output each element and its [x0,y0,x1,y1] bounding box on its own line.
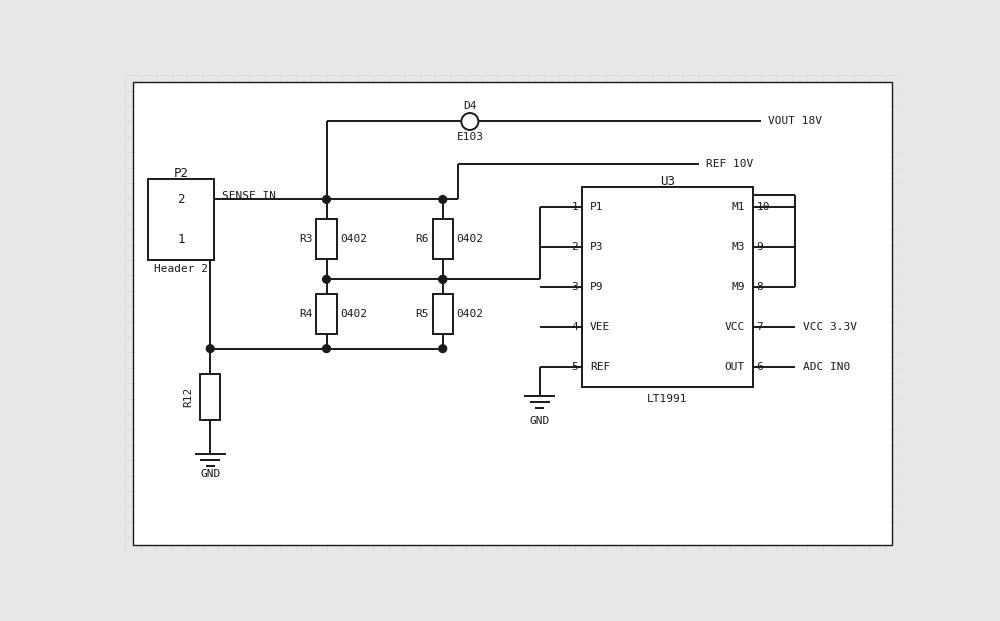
Text: 0402: 0402 [340,234,367,245]
Circle shape [439,276,447,283]
Text: M3: M3 [732,242,745,252]
Text: R6: R6 [415,234,429,245]
Text: 6: 6 [757,362,763,372]
Text: 1: 1 [572,202,578,212]
Circle shape [439,345,447,353]
Text: 9: 9 [757,242,763,252]
Text: GND: GND [200,469,220,479]
Circle shape [206,345,214,353]
Text: 1: 1 [177,233,185,247]
Bar [200,374,220,420]
Text: P2: P2 [174,167,189,180]
Bar [433,294,453,334]
Text: 5: 5 [572,362,578,372]
Text: M1: M1 [732,202,745,212]
Text: Header 2: Header 2 [154,265,208,274]
Text: VOUT 18V: VOUT 18V [768,117,822,127]
Text: 2: 2 [572,242,578,252]
Circle shape [323,196,330,203]
Circle shape [439,276,447,283]
Text: P3: P3 [590,242,604,252]
Text: VCC: VCC [725,322,745,332]
Text: R5: R5 [415,309,429,319]
Text: 3: 3 [572,282,578,292]
Text: VCC 3.3V: VCC 3.3V [803,322,857,332]
Text: 0402: 0402 [457,309,484,319]
Text: 4: 4 [572,322,578,332]
Text: P9: P9 [590,282,604,292]
Text: SENSE IN: SENSE IN [222,191,276,201]
Bar [316,219,337,260]
Text: REF: REF [590,362,610,372]
Text: E103: E103 [456,132,483,142]
Text: VEE: VEE [590,322,610,332]
Text: OUT: OUT [725,362,745,372]
Bar [316,294,337,334]
Text: 0402: 0402 [457,234,484,245]
Circle shape [461,113,478,130]
Circle shape [323,345,330,353]
Text: GND: GND [530,416,550,426]
Text: R12: R12 [184,387,194,407]
Text: 7: 7 [757,322,763,332]
Text: P1: P1 [590,202,604,212]
Text: M9: M9 [732,282,745,292]
Text: 10: 10 [757,202,770,212]
Bar [582,187,753,387]
Text: ADC IN0: ADC IN0 [803,362,850,372]
Bar [433,219,453,260]
Circle shape [323,276,330,283]
Bar [148,179,214,260]
Text: LT1991: LT1991 [647,394,688,404]
Circle shape [439,196,447,203]
Text: D4: D4 [463,101,477,111]
Text: REF 10V: REF 10V [706,159,754,169]
Text: R3: R3 [299,234,313,245]
Text: 8: 8 [757,282,763,292]
Text: 2: 2 [177,193,185,206]
Text: U3: U3 [660,175,675,188]
Text: R4: R4 [299,309,313,319]
Text: 0402: 0402 [340,309,367,319]
